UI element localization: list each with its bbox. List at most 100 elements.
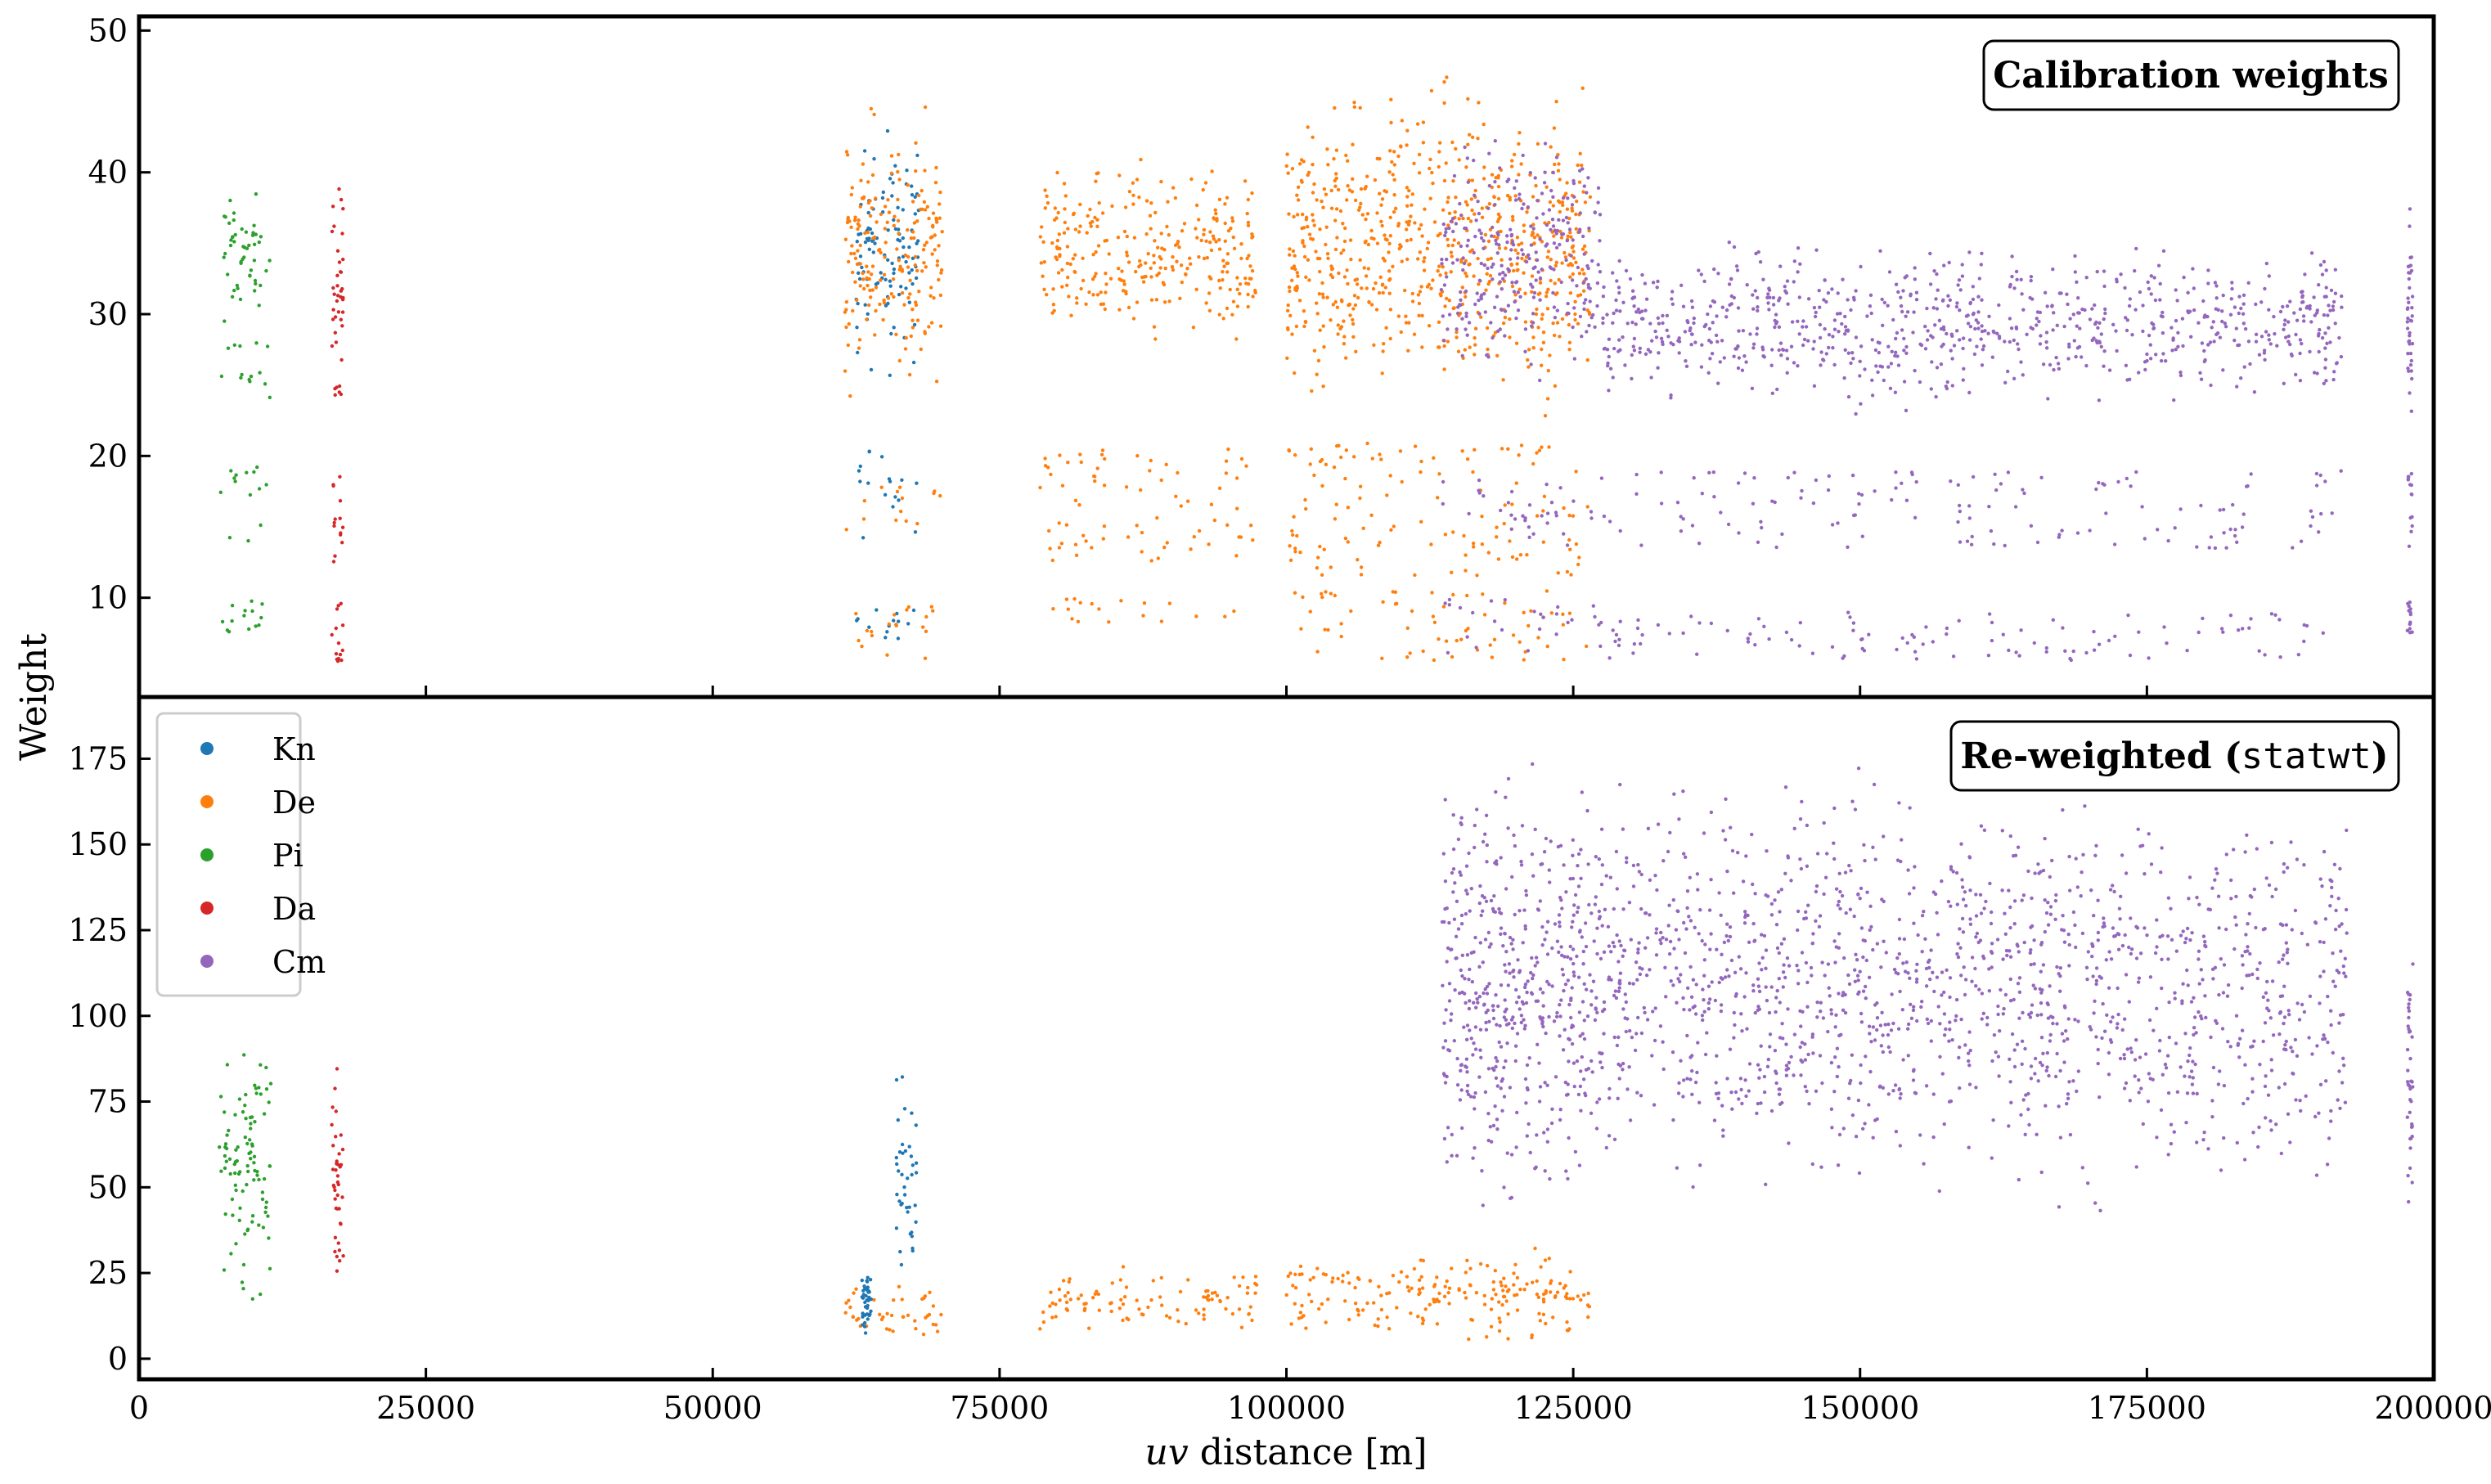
- data-point: [1536, 908, 1541, 912]
- data-point: [1507, 962, 1512, 966]
- data-point: [1551, 1315, 1555, 1320]
- data-point: [1912, 310, 1916, 314]
- data-point: [1981, 344, 1986, 349]
- data-point: [1464, 1296, 1468, 1300]
- data-point: [1517, 453, 1521, 457]
- data-point: [1831, 335, 1835, 339]
- data-point: [1159, 179, 1163, 184]
- data-point: [1170, 265, 1175, 269]
- data-point: [1125, 1316, 1129, 1320]
- data-point: [1773, 898, 1777, 902]
- data-point: [2323, 331, 2327, 335]
- data-point: [2041, 362, 2046, 367]
- data-point: [1503, 598, 1508, 602]
- data-point: [1769, 363, 1774, 367]
- data-point: [1179, 504, 1184, 508]
- data-point: [1540, 191, 1545, 196]
- data-point: [1742, 921, 1747, 925]
- data-point: [1378, 156, 1382, 161]
- data-point: [1560, 261, 1564, 265]
- data-point: [907, 1144, 911, 1149]
- data-point: [1464, 1065, 1468, 1069]
- data-point: [1536, 1042, 1540, 1047]
- data-point: [1495, 1023, 1499, 1027]
- data-point: [1805, 1089, 1809, 1094]
- data-point: [1513, 248, 1518, 252]
- data-point: [1492, 637, 1497, 641]
- data-point: [1356, 208, 1361, 212]
- data-point: [2342, 1064, 2346, 1068]
- data-point: [1551, 224, 1556, 228]
- data-point: [2248, 951, 2252, 956]
- data-point: [1702, 998, 1706, 1002]
- data-point: [2308, 349, 2312, 354]
- data-point: [1472, 1001, 1476, 1005]
- data-point: [2148, 975, 2153, 979]
- data-point: [335, 1269, 339, 1273]
- data-point: [855, 618, 859, 623]
- data-point: [903, 253, 908, 258]
- data-point: [870, 231, 875, 236]
- data-point: [2335, 969, 2339, 973]
- data-point: [1253, 288, 1257, 293]
- data-point: [2084, 363, 2089, 368]
- data-point: [339, 317, 343, 322]
- data-point: [2014, 326, 2019, 331]
- data-point: [1545, 397, 1550, 401]
- data-point: [858, 254, 863, 259]
- data-point: [2179, 1065, 2183, 1069]
- data-point: [2007, 648, 2011, 653]
- data-point: [874, 196, 878, 200]
- data-point: [857, 469, 861, 473]
- data-point: [1643, 281, 1648, 286]
- data-point: [1585, 191, 1589, 195]
- data-point: [1956, 955, 1961, 960]
- data-point: [1679, 529, 1684, 533]
- data-point: [2069, 658, 2073, 663]
- data-point: [2228, 1045, 2232, 1049]
- data-point: [865, 1298, 869, 1302]
- data-point: [1599, 476, 1604, 480]
- data-point: [333, 1235, 338, 1240]
- data-point: [1509, 164, 1514, 169]
- data-point: [1581, 281, 1586, 285]
- data-point: [1632, 349, 1637, 353]
- data-point: [2314, 471, 2319, 476]
- data-point: [1545, 511, 1550, 515]
- data-point: [1450, 1012, 1454, 1016]
- data-point: [1709, 621, 1714, 626]
- data-point: [897, 292, 902, 297]
- data-point: [1346, 506, 1351, 510]
- data-point: [1525, 1282, 1529, 1286]
- data-point: [257, 1086, 261, 1090]
- data-point: [1549, 145, 1553, 149]
- data-point: [268, 1164, 272, 1168]
- data-point: [1476, 256, 1480, 261]
- data-point: [1540, 924, 1545, 929]
- data-point: [1880, 297, 1884, 302]
- data-point: [2044, 1068, 2048, 1073]
- data-point: [2241, 512, 2246, 516]
- data-point: [1728, 925, 1733, 929]
- data-point: [1504, 234, 1509, 238]
- data-point: [2035, 1013, 2039, 1018]
- data-point: [1639, 1094, 1643, 1098]
- data-point: [1381, 256, 1386, 260]
- data-point: [1565, 238, 1570, 243]
- data-point: [2223, 322, 2227, 326]
- data-point: [2295, 318, 2300, 322]
- data-point: [1403, 288, 1407, 293]
- data-point: [1480, 515, 1484, 519]
- data-point: [1989, 921, 1994, 926]
- data-point: [1289, 1322, 1293, 1326]
- data-point: [1463, 145, 1467, 150]
- data-point: [1399, 1270, 1404, 1275]
- data-point: [929, 294, 933, 298]
- data-point: [1769, 902, 1774, 906]
- data-point: [1716, 1096, 1720, 1101]
- data-point: [927, 325, 931, 329]
- data-point: [1844, 911, 1848, 915]
- data-point: [1460, 974, 1464, 978]
- data-point: [2275, 344, 2279, 348]
- data-point: [1827, 345, 1831, 350]
